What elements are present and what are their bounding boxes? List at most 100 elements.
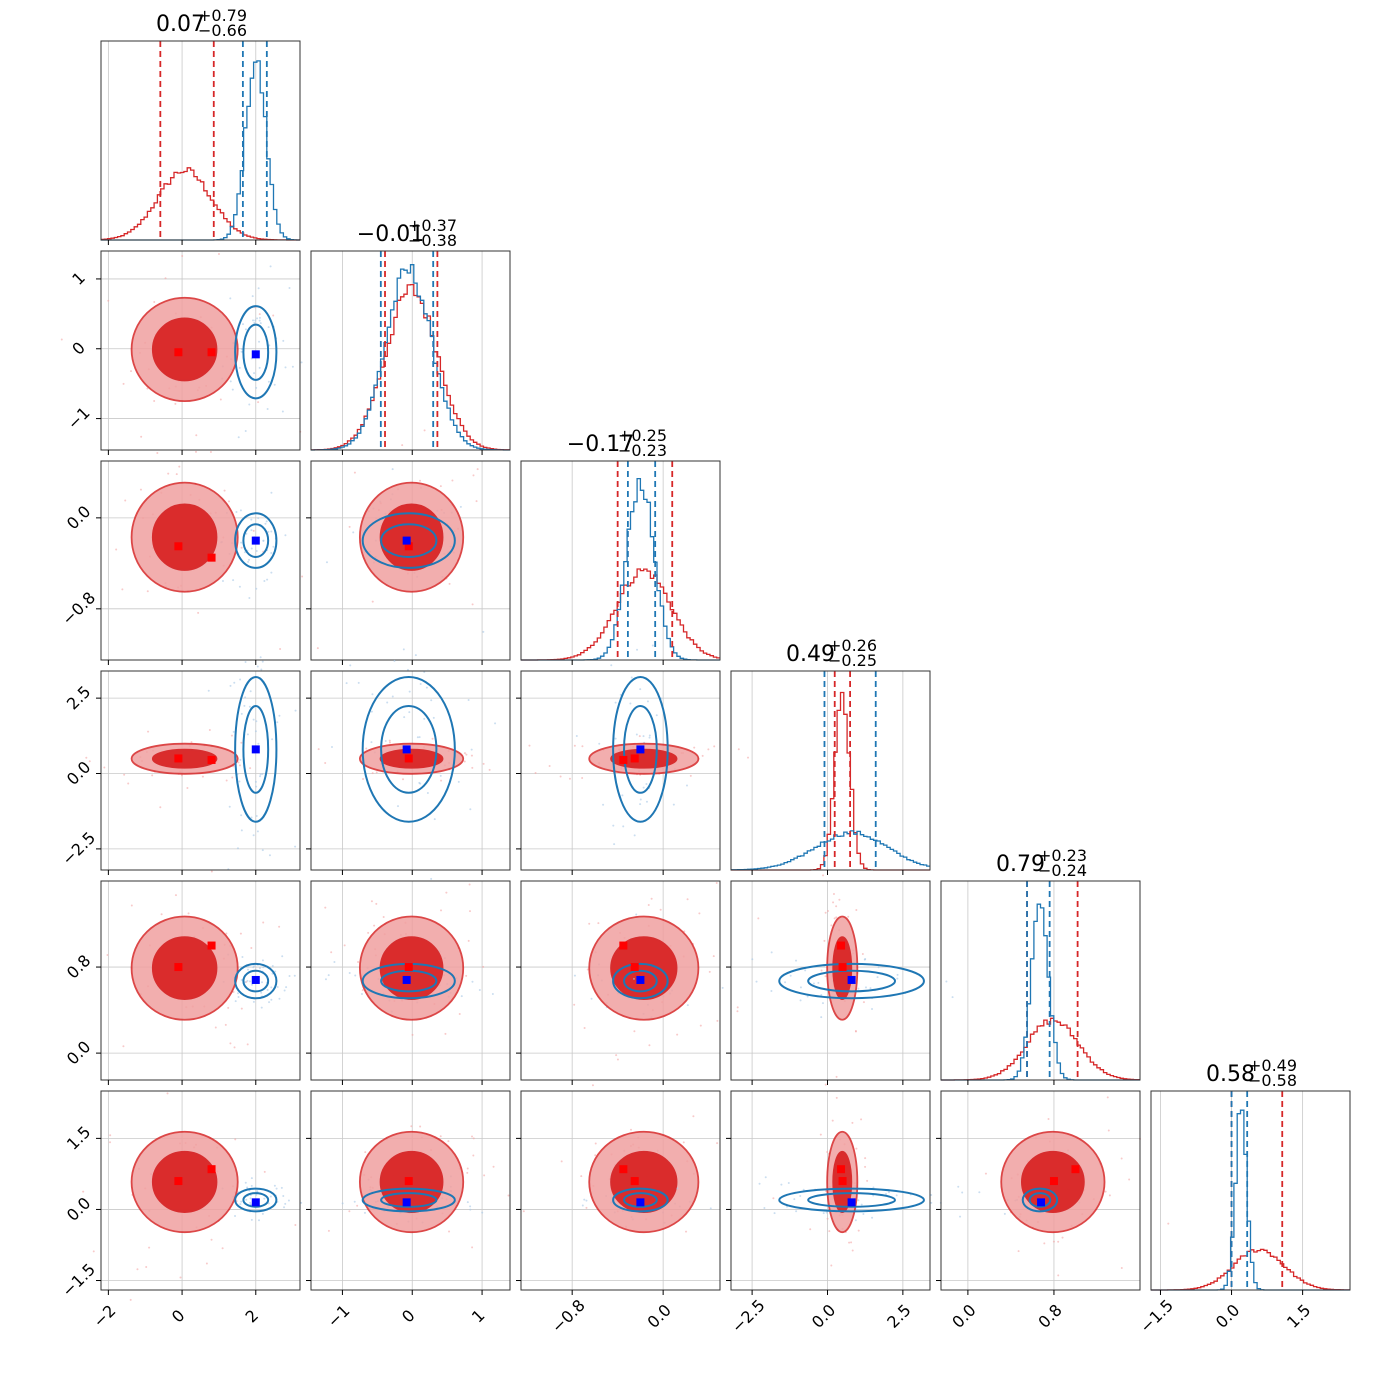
scatter-point-run-b: [360, 992, 363, 995]
scatter-point-run-a: [831, 1119, 834, 1122]
scatter-point-run-b: [240, 712, 243, 715]
scatter-point-run-b: [258, 319, 261, 322]
scatter-point-run-b: [610, 664, 613, 667]
scatter-point-run-a: [629, 1128, 632, 1131]
scatter-point-run-a: [850, 1241, 853, 1244]
scatter-point-run-a: [237, 761, 240, 764]
scatter-point-run-b: [255, 720, 258, 723]
scatter-point-run-b: [274, 970, 277, 973]
contour-run-b: [380, 523, 438, 558]
scatter-point-run-b: [789, 974, 792, 977]
scatter-point-run-b: [639, 688, 642, 691]
scatter-point-run-a: [178, 465, 181, 468]
scatter-point-run-a: [708, 970, 711, 973]
scatter-point-run-a: [410, 1125, 413, 1128]
scatter-point-run-b: [240, 541, 243, 544]
scatter-point-run-b: [426, 792, 429, 795]
scatter-point-run-a: [581, 745, 584, 748]
scatter-point-run-b: [885, 1192, 888, 1195]
pair-panel-frame: [310, 1090, 511, 1291]
scatter-point-run-a: [685, 1230, 688, 1233]
scatter-point-run-b: [255, 550, 258, 553]
contour-run-b: [1028, 1192, 1052, 1208]
scatter-point-run-b: [280, 1186, 283, 1189]
scatter-point-run-a: [465, 974, 468, 977]
marker-run-a: [837, 941, 846, 950]
contour-run-b: [807, 969, 897, 993]
contour-run-b: [361, 676, 456, 823]
scatter-point-run-b: [266, 578, 269, 581]
scatter-point-run-b: [804, 969, 807, 972]
scatter-point-run-b: [300, 1201, 303, 1204]
scatter-point-run-a: [230, 734, 233, 737]
scatter-point-run-b: [581, 1204, 584, 1207]
scatter-point-run-b: [282, 339, 285, 342]
scatter-point-run-a: [448, 1230, 451, 1233]
scatter-point-run-a: [146, 387, 149, 390]
scatter-point-run-a: [866, 1179, 869, 1182]
scatter-point-run-b: [270, 491, 273, 494]
contour-run-b: [380, 1192, 438, 1208]
scatter-point-run-b: [629, 702, 632, 705]
marker-run-a: [174, 1177, 183, 1186]
scatter-point-run-b: [240, 829, 243, 832]
scatter-point-run-b: [854, 1219, 857, 1222]
scatter-point-run-b: [423, 717, 426, 720]
scatter-point-run-b: [228, 805, 231, 808]
scatter-point-run-a: [822, 874, 825, 877]
scatter-point-run-b: [482, 630, 485, 633]
marker-run-b: [251, 975, 260, 984]
marker-run-a: [619, 755, 628, 764]
scatter-point-run-b: [255, 814, 258, 817]
scatter-point-run-a: [356, 1204, 359, 1207]
scatter-point-run-b: [260, 668, 263, 671]
scatter-point-run-b: [353, 1200, 356, 1203]
scatter-point-run-a: [692, 1115, 695, 1118]
marker-run-a: [404, 963, 413, 972]
scatter-point-run-b: [864, 958, 867, 961]
scatter-point-run-b: [264, 522, 267, 525]
scatter-point-run-a: [832, 893, 835, 896]
scatter-point-run-b: [249, 1203, 252, 1206]
scatter-point-run-a: [463, 752, 466, 755]
scatter-point-run-b: [267, 530, 270, 533]
scatter-point-run-a: [174, 894, 177, 897]
scatter-point-run-a: [472, 1154, 475, 1157]
pair-panel-content: [984, 1096, 1170, 1277]
scatter-point-run-a: [984, 1172, 987, 1175]
scatter-point-run-b: [232, 579, 235, 582]
contour-run-b: [234, 1187, 278, 1213]
scatter-point-run-b: [246, 1186, 249, 1189]
scatter-point-run-a: [210, 1238, 213, 1241]
scatter-point-run-a: [1167, 1222, 1170, 1225]
scatter-point-run-a: [240, 1007, 243, 1010]
scatter-point-run-b: [590, 997, 593, 1000]
scatter-point-run-a: [701, 754, 704, 757]
scatter-point-run-b: [636, 648, 639, 651]
scatter-point-run-b: [240, 1200, 243, 1203]
scatter-point-run-b: [877, 966, 880, 969]
scatter-point-run-b: [672, 803, 675, 806]
scatter-point-run-a: [419, 1125, 422, 1128]
scatter-point-run-a: [153, 399, 156, 402]
scatter-point-run-b: [764, 1176, 767, 1179]
scatter-point-run-a: [686, 898, 689, 901]
scatter-point-run-b: [755, 980, 758, 983]
scatter-point-run-b: [869, 987, 872, 990]
scatter-point-run-b: [266, 408, 269, 411]
scatter-point-run-a: [522, 1210, 525, 1213]
scatter-point-run-b: [269, 1195, 272, 1198]
scatter-point-run-b: [460, 995, 463, 998]
scatter-point-run-b: [469, 1205, 472, 1208]
scatter-point-run-b: [261, 959, 264, 962]
scatter-point-run-b: [268, 854, 271, 857]
scatter-point-run-a: [353, 471, 356, 474]
scatter-point-run-a: [262, 921, 265, 924]
scatter-point-run-b: [248, 980, 251, 983]
scatter-point-run-a: [472, 474, 475, 477]
scatter-point-run-b: [430, 877, 433, 880]
panel-title-lower-error: −0.66: [198, 21, 247, 40]
y-tick-label: −0.8: [58, 588, 99, 629]
scatter-point-run-a: [528, 744, 531, 747]
